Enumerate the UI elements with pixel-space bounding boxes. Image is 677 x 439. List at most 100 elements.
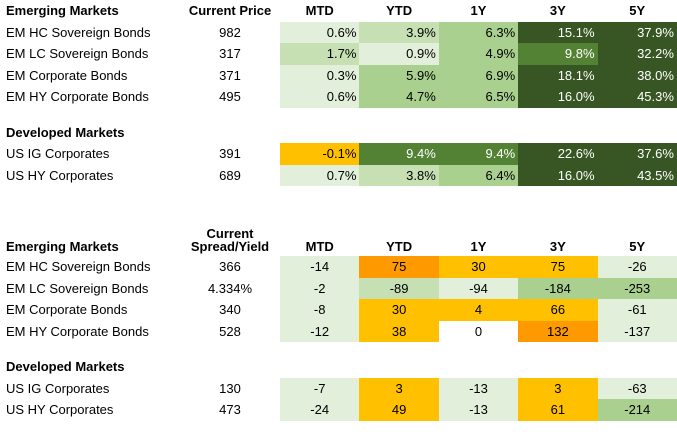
performance-cell: 3 (518, 377, 598, 399)
performance-cell: 4.7% (359, 86, 439, 108)
table-row: EM Corporate Bonds 371 0.3% 5.9% 6.9% 18.1% 38… (0, 64, 677, 86)
row-label: EM HC Sovereign Bonds (6, 259, 151, 275)
current-value-cell: 4.334% (207, 280, 253, 296)
performance-cell: 66 (518, 299, 598, 321)
performance-cell: 18.1% (518, 64, 598, 86)
row-label: US HY Corporates (6, 402, 114, 418)
performance-cell: -14 (280, 256, 360, 278)
column-header: Current Price (188, 3, 272, 19)
current-value-cell: 317 (219, 46, 241, 62)
performance-cell: -26 (597, 256, 677, 278)
current-value-cell: 371 (219, 67, 241, 83)
current-value-cell: 495 (219, 89, 241, 105)
performance-cell: -89 (359, 277, 439, 299)
performance-cell: 9.4% (438, 143, 519, 165)
performance-cell: 32.2% (597, 43, 677, 65)
row-label: US IG Corporates (6, 146, 110, 162)
column-header: 3Y (549, 239, 566, 254)
performance-cell: 38.0% (597, 64, 677, 86)
performance-cell: 37.6% (597, 143, 677, 165)
column-header: 1Y (470, 3, 487, 19)
performance-cell: 37.9% (597, 21, 677, 43)
performance-cell: -137 (597, 320, 677, 342)
performance-cell: -61 (597, 299, 677, 321)
current-value-cell: 528 (219, 323, 241, 339)
performance-cell: 0.9% (359, 43, 439, 65)
performance-cell: 0.3% (280, 64, 360, 86)
performance-cell: -63 (597, 377, 677, 399)
performance-cell: -13 (438, 377, 519, 399)
performance-cell: 30 (359, 299, 439, 321)
section-header-row: Developed Markets (0, 356, 677, 378)
performance-cell: 16.0% (518, 86, 598, 108)
performance-cell: 132 (518, 320, 598, 342)
performance-cell: -13 (438, 399, 519, 421)
performance-cell: -253 (597, 277, 677, 299)
row-label: US IG Corporates (6, 380, 110, 396)
performance-cell: 0.7% (280, 164, 360, 186)
performance-cell: 0.6% (280, 21, 360, 43)
table-row: EM HC Sovereign Bonds 366 -14 75 30 75 -26 (0, 256, 677, 278)
current-value-cell: 130 (219, 380, 241, 396)
column-header: Current Spread/Yield (190, 226, 270, 254)
current-value-cell: 391 (219, 146, 241, 162)
performance-cell: 5.9% (359, 64, 439, 86)
performance-cell: 6.4% (438, 164, 519, 186)
row-label: EM LC Sovereign Bonds (6, 46, 149, 62)
performance-cell: 3.9% (359, 21, 439, 43)
table-row: EM Corporate Bonds 340 -8 30 4 66 -61 (0, 299, 677, 321)
performance-cell: 61 (518, 399, 598, 421)
performance-cell: 0 (438, 320, 519, 342)
spacer-row (0, 342, 677, 356)
current-value-cell: 689 (219, 167, 241, 183)
header-row: Emerging Markets Current Price MTD YTD 1Y 3Y 5… (0, 0, 677, 22)
table-row: EM HY Corporate Bonds 528 -12 38 0 132 -137 (0, 320, 677, 342)
performance-cell: 6.3% (438, 21, 519, 43)
performance-cell: 16.0% (518, 164, 598, 186)
table-row: EM HY Corporate Bonds 495 0.6% 4.7% 6.5% 16.0… (0, 86, 677, 108)
column-header: 5Y (629, 3, 646, 19)
performance-cell: -2 (280, 277, 360, 299)
current-value-cell: 340 (219, 302, 241, 318)
performance-cell: 9.8% (518, 43, 598, 65)
performance-cell: -94 (438, 277, 519, 299)
table-row: US HY Corporates 689 0.7% 3.8% 6.4% 16.0% 43.5… (0, 164, 677, 186)
column-header: YTD (386, 3, 413, 19)
row-label: EM HC Sovereign Bonds (6, 24, 151, 40)
section-title: Emerging Markets (6, 239, 119, 254)
performance-cell: -12 (280, 320, 360, 342)
header-row: Emerging Markets Current Spread/Yield MTD YT… (0, 217, 677, 256)
section-title: Developed Markets (6, 359, 125, 375)
column-header: MTD (305, 239, 334, 254)
current-value-cell: 982 (219, 24, 241, 40)
performance-cell: -214 (597, 399, 677, 421)
spread-yield-table: Emerging Markets Current Spread/Yield MTD YT… (0, 217, 677, 421)
section-title: Developed Markets (6, 124, 125, 140)
section-header-row: Developed Markets (0, 122, 677, 144)
performance-cell: 4 (438, 299, 519, 321)
table-row: EM LC Sovereign Bonds 4.334% -2 -89 -94 -184-… (0, 277, 677, 299)
row-label: US HY Corporates (6, 167, 114, 183)
performance-cell: 3.8% (359, 164, 439, 186)
performance-cell: 22.6% (518, 143, 598, 165)
performance-cell: 43.5% (597, 164, 677, 186)
column-header: 5Y (629, 239, 646, 254)
performance-cell: 6.5% (438, 86, 519, 108)
performance-cell: -8 (280, 299, 360, 321)
performance-cell: 4.9% (438, 43, 519, 65)
performance-cell: 75 (359, 256, 439, 278)
performance-cell: 3 (359, 377, 439, 399)
current-value-cell: 366 (219, 259, 241, 275)
performance-cell: 0.6% (280, 86, 360, 108)
performance-cell: 30 (438, 256, 519, 278)
table-row: EM HC Sovereign Bonds 982 0.6% 3.9% 6.3% 15.1… (0, 21, 677, 43)
current-value-cell: 473 (219, 402, 241, 418)
table-row: EM LC Sovereign Bonds 317 1.7% 0.9% 4.9% 9.8%… (0, 43, 677, 65)
performance-cell: -24 (280, 399, 360, 421)
table-row: US IG Corporates 391 -0.1% 9.4% 9.4% 22.6% 37.… (0, 143, 677, 165)
performance-cell: -0.1% (280, 143, 360, 165)
performance-cell: 1.7% (280, 43, 360, 65)
performance-cell: -7 (280, 377, 360, 399)
performance-cell: 45.3% (597, 86, 677, 108)
performance-cell: 9.4% (359, 143, 439, 165)
